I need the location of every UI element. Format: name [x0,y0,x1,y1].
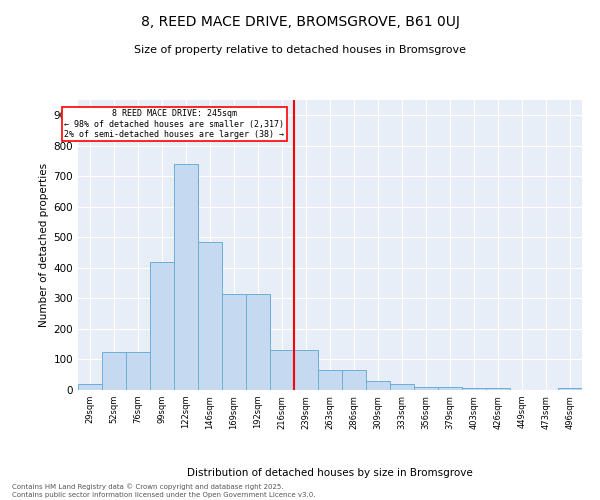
Text: Size of property relative to detached houses in Bromsgrove: Size of property relative to detached ho… [134,45,466,55]
Bar [294,350,318,390]
Bar [414,387,438,390]
Bar [342,370,366,390]
Bar [390,384,414,390]
Text: Contains HM Land Registry data © Crown copyright and database right 2025.
Contai: Contains HM Land Registry data © Crown c… [12,484,316,498]
Text: 8, REED MACE DRIVE, BROMSGROVE, B61 0UJ: 8, REED MACE DRIVE, BROMSGROVE, B61 0UJ [140,15,460,29]
Bar [126,352,150,390]
Bar [318,370,342,390]
Bar [102,352,126,390]
X-axis label: Distribution of detached houses by size in Bromsgrove: Distribution of detached houses by size … [187,468,473,478]
Text: 8 REED MACE DRIVE: 245sqm
← 98% of detached houses are smaller (2,317)
2% of sem: 8 REED MACE DRIVE: 245sqm ← 98% of detac… [64,109,284,139]
Bar [198,242,222,390]
Bar [462,388,486,390]
Bar [246,294,270,390]
Y-axis label: Number of detached properties: Number of detached properties [40,163,49,327]
Bar [438,387,462,390]
Bar [270,350,294,390]
Bar [558,388,582,390]
Bar [222,294,246,390]
Bar [78,384,102,390]
Bar [150,262,174,390]
Bar [366,382,390,390]
Bar [486,388,510,390]
Bar [174,164,198,390]
